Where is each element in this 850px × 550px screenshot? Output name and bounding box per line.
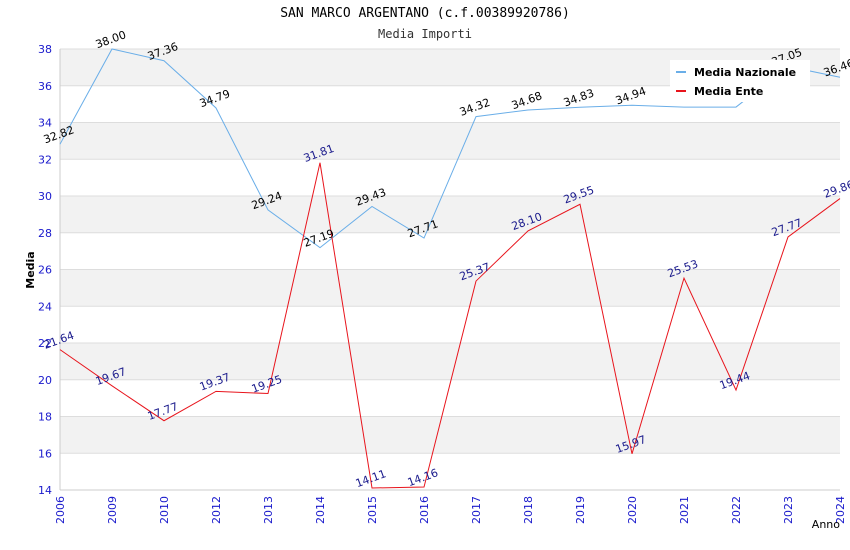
y-tick-label: 36 xyxy=(38,80,52,93)
x-tick-label: 2016 xyxy=(418,496,431,524)
grid-band xyxy=(60,453,840,490)
y-axis-label: Media xyxy=(24,251,37,288)
grid-band xyxy=(60,232,840,270)
y-ticks: 14 16 18 20 22 24 26 28 30 32 34 36 38 xyxy=(38,43,52,497)
chart-title: SAN MARCO ARGENTANO (c.f.00389920786) xyxy=(280,6,570,21)
x-axis-label: Anno xyxy=(812,518,840,531)
x-tick-label: 2009 xyxy=(106,496,119,524)
x-tick-label: 2023 xyxy=(782,496,795,524)
grid-band xyxy=(60,269,840,307)
y-tick-label: 28 xyxy=(38,227,52,240)
y-tick-label: 30 xyxy=(38,190,52,203)
x-tick-label: 2024 xyxy=(834,496,847,524)
y-tick-label: 22 xyxy=(38,337,52,350)
axes xyxy=(59,49,840,491)
y-tick-label: 18 xyxy=(38,411,52,424)
grid-band xyxy=(60,306,840,343)
y-tick-label: 24 xyxy=(38,300,52,313)
grid-bands xyxy=(60,48,840,491)
x-tick-label: 2018 xyxy=(522,496,535,524)
legend-label: Media Ente xyxy=(694,85,763,98)
chart-subtitle: Media Importi xyxy=(378,27,472,41)
series-lines xyxy=(59,48,841,489)
x-tick-label: 2022 xyxy=(730,496,743,524)
grid-band xyxy=(60,122,840,160)
legend-box xyxy=(670,60,810,102)
x-tick-label: 2014 xyxy=(314,496,327,524)
x-tick-label: 2013 xyxy=(262,496,275,524)
x-tick-label: 2012 xyxy=(210,496,223,524)
y-tick-label: 16 xyxy=(38,447,52,460)
x-tick-label: 2021 xyxy=(678,496,691,524)
grid-band xyxy=(60,416,840,454)
x-ticks: 2006 2009 2010 2012 2013 2014 2015 2016 2017 2018… xyxy=(54,496,847,524)
x-tick-label: 2015 xyxy=(366,496,379,524)
y-tick-label: 38 xyxy=(38,43,52,56)
x-tick-label: 2010 xyxy=(158,496,171,524)
x-tick-label: 2006 xyxy=(54,496,67,524)
x-tick-label: 2019 xyxy=(574,496,587,524)
grid-band xyxy=(60,343,840,380)
series-line xyxy=(59,162,841,489)
y-tick-label: 20 xyxy=(38,374,52,387)
y-tick-label: 26 xyxy=(38,264,52,277)
y-tick-label: 14 xyxy=(38,484,52,497)
grid-band xyxy=(60,196,840,233)
x-tick-label: 2017 xyxy=(470,496,483,524)
data-label: 38.00 xyxy=(94,28,128,51)
x-tick-label: 2020 xyxy=(626,496,639,524)
series-line xyxy=(59,48,841,249)
legend-label: Media Nazionale xyxy=(694,66,796,79)
y-tick-label: 32 xyxy=(38,153,52,166)
legend: Media Nazionale Media Ente xyxy=(670,60,810,102)
y-tick-label: 34 xyxy=(38,117,52,130)
